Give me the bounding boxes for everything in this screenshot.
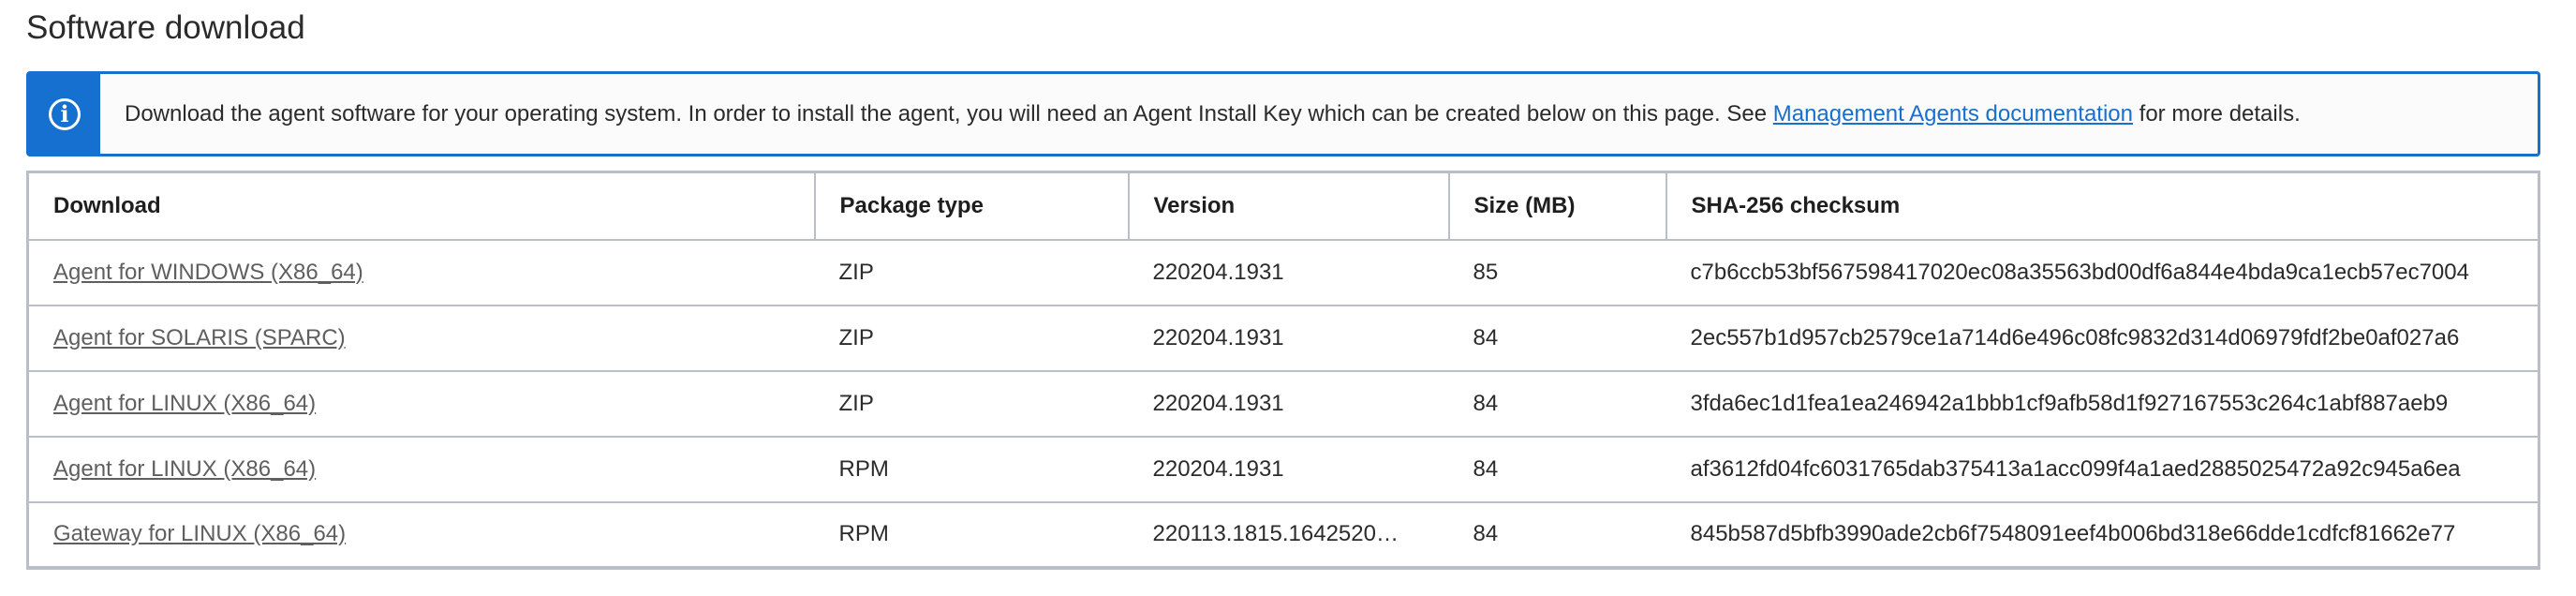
info-banner: i Download the agent software for your o… (26, 71, 2540, 156)
checksum-cell: 845b587d5bfb3990ade2cb6f7548091eef4b006b… (1666, 500, 2539, 570)
header-package-type: Package type (813, 171, 1130, 241)
download-cell: Agent for LINUX (X86_64) (27, 369, 815, 438)
documentation-link[interactable]: Management Agents documentation (1772, 100, 2133, 127)
version-cell: 220204.1931 (1128, 435, 1449, 503)
version-cell: 220204.1931 (1128, 304, 1449, 372)
checksum-cell: 2ec557b1d957cb2579ce1a714d6e496c08fc9832… (1666, 304, 2539, 372)
package-type-cell: RPM (814, 500, 1129, 570)
download-table: Download Package type Version Size (MB) … (26, 171, 2540, 570)
package-type-cell: ZIP (814, 238, 1129, 306)
checksum-cell: c7b6ccb53bf567598417020ec08a35563bd00df6… (1666, 238, 2539, 306)
page-title: Software download (26, 9, 305, 46)
table-row: Agent for SOLARIS (SPARC) ZIP 220204.1931 8… (27, 304, 2539, 372)
header-version: Version (1127, 171, 1450, 241)
size-cell: 85 (1448, 238, 1666, 306)
size-cell: 84 (1448, 435, 1666, 503)
size-cell: 84 (1448, 500, 1666, 570)
size-cell: 84 (1448, 369, 1666, 438)
download-link[interactable]: Agent for WINDOWS (X86_64) (53, 259, 363, 285)
header-checksum: SHA-256 checksum (1665, 171, 2540, 241)
download-link[interactable]: Agent for LINUX (X86_64) (53, 455, 317, 482)
version-cell: 220204.1931 (1128, 369, 1449, 438)
version-text: 220204.1931 (1152, 259, 1284, 285)
checksum-cell: 3fda6ec1d1fea1ea246942a1bbb1cf9afb58d1f9… (1666, 369, 2539, 438)
header-download: Download (26, 171, 816, 241)
table-row: Agent for LINUX (X86_64) ZIP 220204.1931 84… (27, 369, 2539, 438)
table-row: Agent for LINUX (X86_64) RPM 220204.1931 84… (27, 435, 2539, 503)
download-cell: Gateway for LINUX (X86_64) (27, 500, 815, 570)
download-cell: Agent for LINUX (X86_64) (27, 435, 815, 503)
version-text: 220204.1931 (1152, 324, 1284, 350)
banner-text-end: for more details. (2133, 100, 2301, 127)
version-text: 220204.1931 (1152, 455, 1284, 482)
version-text: 220113.1815.1642520… (1152, 521, 1399, 546)
version-cell: 220204.1931 (1128, 238, 1449, 306)
header-size: Size (MB) (1447, 171, 1667, 241)
version-cell: 220113.1815.1642520… (1128, 500, 1449, 570)
download-cell: Agent for WINDOWS (X86_64) (27, 238, 815, 306)
version-text: 220204.1931 (1152, 390, 1284, 416)
download-link[interactable]: Gateway for LINUX (X86_64) (53, 521, 347, 546)
info-icon: i (49, 97, 81, 130)
package-type-cell: ZIP (814, 369, 1129, 438)
banner-message: Download the agent software for your ope… (100, 101, 2301, 127)
size-cell: 84 (1448, 304, 1666, 372)
download-link[interactable]: Agent for SOLARIS (SPARC) (53, 324, 346, 350)
banner-icon-area: i (29, 74, 100, 154)
package-type-cell: ZIP (814, 304, 1129, 372)
banner-text: Download the agent software for your ope… (125, 100, 1773, 127)
checksum-cell: af3612fd04fc6031765dab375413a1acc099f4a1… (1666, 435, 2539, 503)
download-cell: Agent for SOLARIS (SPARC) (27, 304, 815, 372)
package-type-cell: RPM (814, 435, 1129, 503)
table-row: Gateway for LINUX (X86_64) RPM 220113.1815… (27, 500, 2539, 570)
download-link[interactable]: Agent for LINUX (X86_64) (53, 390, 317, 416)
table-header: Download Package type Version Size (MB) … (26, 171, 2540, 241)
table-row: Agent for WINDOWS (X86_64) ZIP 220204.1931… (27, 238, 2539, 306)
